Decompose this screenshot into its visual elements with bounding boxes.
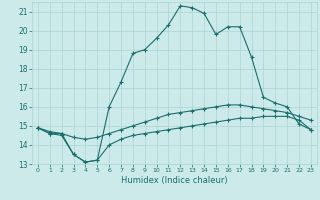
X-axis label: Humidex (Indice chaleur): Humidex (Indice chaleur)	[121, 176, 228, 185]
